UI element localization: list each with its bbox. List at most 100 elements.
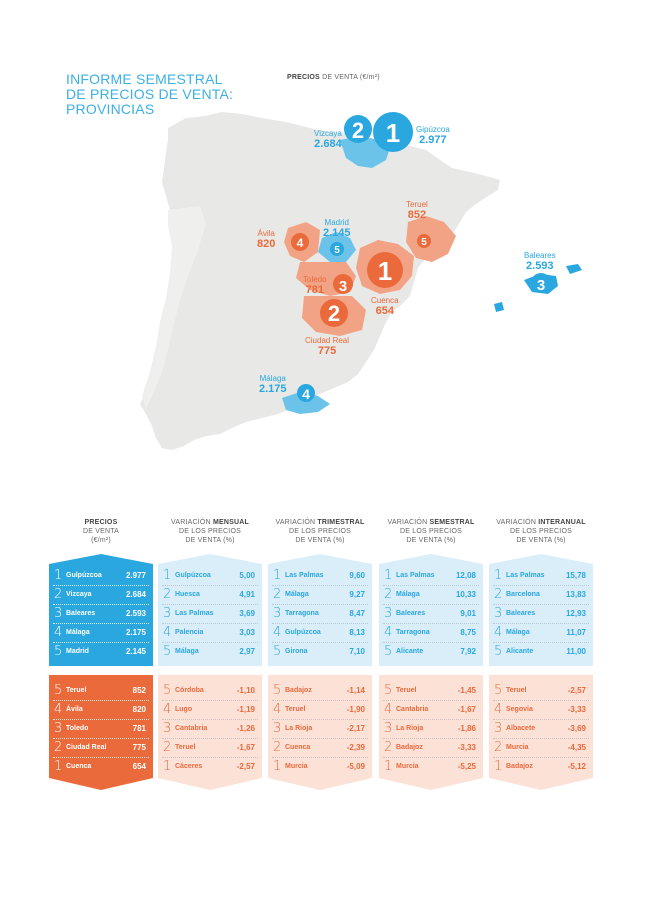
map-label-malaga-name: Málaga (259, 374, 286, 383)
map-title-bold: PRECIOS (287, 74, 320, 81)
province-name: Málaga (66, 629, 90, 636)
variation-value: 11,07 (566, 628, 586, 637)
row-divider (272, 738, 368, 739)
province-name: Teruel (175, 744, 196, 751)
variation-value: -1,10 (236, 686, 255, 695)
row-divider (383, 738, 479, 739)
province-name: Tarragona (285, 610, 319, 617)
province-name: Cantabria (396, 706, 429, 713)
row-divider (162, 585, 258, 586)
rank-number: 2 (163, 740, 172, 755)
rank-number: 1 (494, 568, 503, 583)
map-label-gipuzcoa-name: Gipúzcoa (416, 125, 450, 134)
prices-bottom-block (49, 675, 153, 790)
province-name: Vizcaya (66, 591, 92, 598)
province-name: Teruel (285, 706, 306, 713)
column-head-prices-bold: PRECIOS (84, 519, 118, 526)
variation-value: 10,33 (455, 590, 476, 599)
map-label-vizcaya-name: Vizcaya (314, 129, 342, 138)
row-divider (272, 585, 368, 586)
rank-number: 4 (273, 702, 282, 717)
map-label-ciudad-real-value: 775 (317, 345, 337, 357)
rank-badge-vizcaya: 2 (344, 115, 372, 143)
rank-badge-madrid: 5 (330, 242, 344, 256)
row-divider (493, 719, 589, 720)
province-name: Las Palmas (175, 610, 214, 617)
rank-number: 5 (384, 683, 393, 698)
province-name: Palencia (175, 629, 204, 636)
yearly-column-shape (489, 554, 593, 790)
province-name: Las Palmas (285, 572, 324, 579)
list-item: 1 Las Palmas 12,08 (379, 566, 483, 585)
map-label-vizcaya-value: 2.684 (314, 138, 342, 150)
row-divider (162, 604, 258, 605)
rank-number: 4 (494, 625, 503, 640)
province-name: Málaga (175, 648, 199, 655)
row-divider (272, 604, 368, 605)
rank-number: 1 (163, 759, 172, 774)
map-label-teruel: Teruel 852 (406, 200, 428, 221)
variation-value: -2,39 (346, 743, 365, 752)
map-label-toledo-name: Toledo (303, 275, 327, 284)
rank-badge-toledo: 3 (333, 274, 353, 295)
list-item: 2 Málaga 10,33 (379, 585, 483, 604)
row-divider (53, 623, 149, 624)
province-name: Teruel (66, 687, 87, 694)
report-title: INFORME SEMESTRAL DE PRECIOS DE VENTA: P… (66, 72, 233, 117)
list-item: 3 La Rioja -1,86 (379, 719, 483, 738)
rank-number: 3 (54, 721, 63, 736)
list-item: 1 Las Palmas 9,60 (268, 566, 372, 585)
province-name: Badajoz (506, 763, 533, 770)
rank-number: 3 (54, 606, 63, 621)
column-head-semiannual-line3: DE VENTA (%) (406, 537, 456, 544)
variation-value: -3,33 (567, 705, 586, 714)
rank-badge-vizcaya-text: 2 (352, 118, 364, 143)
list-item: 3 Albacete -3,69 (489, 719, 593, 738)
rank-number: 5 (54, 644, 63, 659)
row-divider (53, 757, 149, 758)
map-label-malaga: Málaga 2.175 (259, 374, 287, 395)
row-divider (272, 623, 368, 624)
price-value: 781 (132, 724, 146, 733)
malaga-shape (282, 392, 330, 414)
list-item: 3 Baleares 2.593 (49, 604, 153, 623)
column-head-quarterly-line2: DE LOS PRECIOS (289, 528, 351, 535)
map-label-cuenca-name: Cuenca (371, 296, 399, 305)
map-label-teruel-name: Teruel (406, 200, 428, 209)
list-item: 5 Alicante 11,00 (489, 642, 593, 661)
variation-value: -1,67 (236, 743, 255, 752)
list-item: 3 Cantabria -1,26 (158, 719, 262, 738)
province-name: Alicante (506, 648, 534, 655)
column-head-prices-line2: DE VENTA (82, 528, 120, 535)
map-label-toledo: Toledo 781 (303, 275, 327, 296)
column-head-prices: PRECIOS DE VENTA (€/m²) (49, 518, 153, 545)
province-name: Las Palmas (506, 572, 545, 579)
rank-number: 2 (494, 740, 503, 755)
rank-number: 2 (494, 587, 503, 602)
province-name: Teruel (506, 687, 527, 694)
variation-value: 7,92 (460, 647, 476, 656)
rank-number: 3 (384, 606, 393, 621)
province-name: Baleares (66, 610, 96, 617)
list-item: 4 Málaga 11,07 (489, 623, 593, 642)
price-value: 2.175 (125, 628, 146, 637)
rank-badge-toledo-text: 3 (339, 278, 347, 295)
variation-value: -1,26 (236, 724, 255, 733)
province-name: Murcia (506, 744, 529, 751)
variation-value: 3,03 (239, 628, 255, 637)
column-head-semiannual-pre: VARIACIÓN (387, 519, 430, 526)
rank-number: 2 (54, 740, 63, 755)
variation-value: 9,60 (349, 571, 365, 580)
prices-column-shape (49, 554, 153, 790)
rank-number: 1 (273, 568, 282, 583)
price-value: 775 (132, 743, 146, 752)
province-name: Toledo (66, 725, 89, 732)
list-item: 2 Murcia -4,35 (489, 738, 593, 757)
row-divider (53, 604, 149, 605)
row-divider (53, 642, 149, 643)
map-label-baleares-value: 2.593 (526, 260, 554, 272)
column-head-monthly-line2: DE LOS PRECIOS (179, 528, 241, 535)
list-item: 3 La Rioja -2,17 (268, 719, 372, 738)
rank-number: 4 (163, 625, 172, 640)
province-name: Murcia (396, 763, 419, 770)
